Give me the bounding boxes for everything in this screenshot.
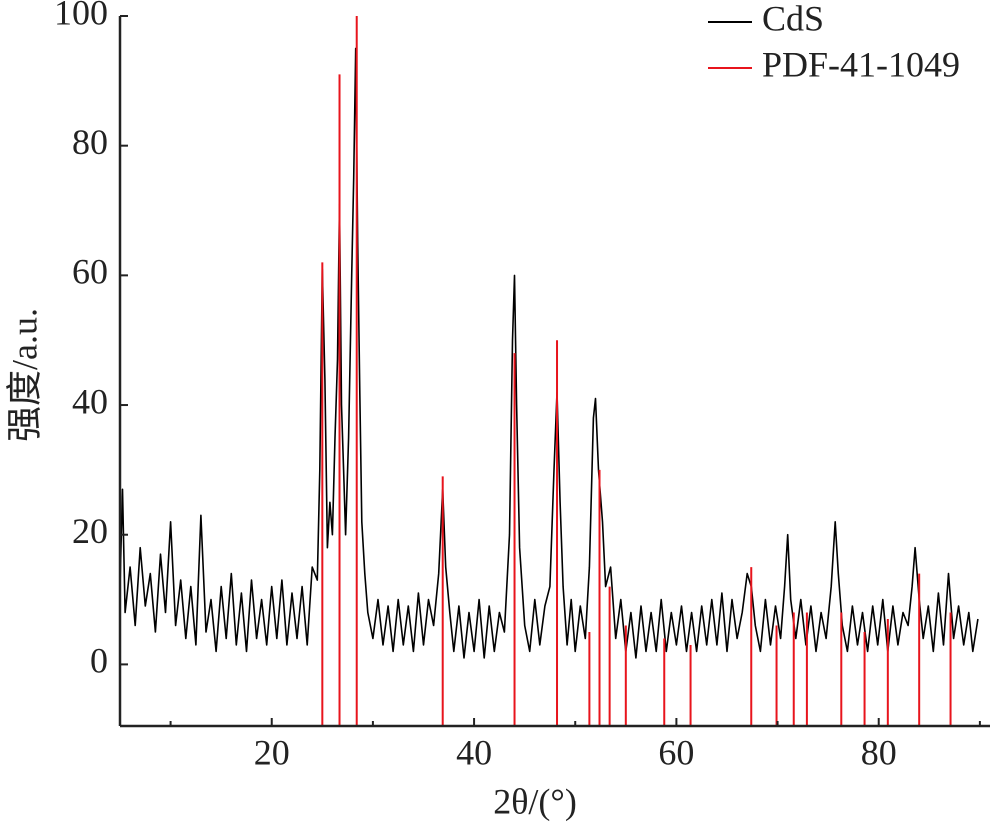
y-tick-label: 60 bbox=[72, 252, 108, 292]
y-axis-label: 强度/a.u. bbox=[4, 308, 44, 442]
y-tick-label: 20 bbox=[72, 511, 108, 551]
x-tick-label: 40 bbox=[456, 732, 492, 772]
x-tick-label: 60 bbox=[658, 732, 694, 772]
x-tick-label: 80 bbox=[861, 732, 897, 772]
legend-label: CdS bbox=[762, 0, 824, 38]
y-tick-label: 80 bbox=[72, 122, 108, 162]
y-tick-label: 0 bbox=[90, 641, 108, 681]
x-tick-label: 20 bbox=[254, 732, 290, 772]
x-axis-label: 2θ/(°) bbox=[493, 781, 577, 821]
data-line bbox=[119, 47, 979, 659]
y-tick-label: 40 bbox=[72, 381, 108, 421]
y-tick-label: 100 bbox=[54, 0, 108, 32]
legend-label: PDF-41-1049 bbox=[762, 44, 960, 84]
